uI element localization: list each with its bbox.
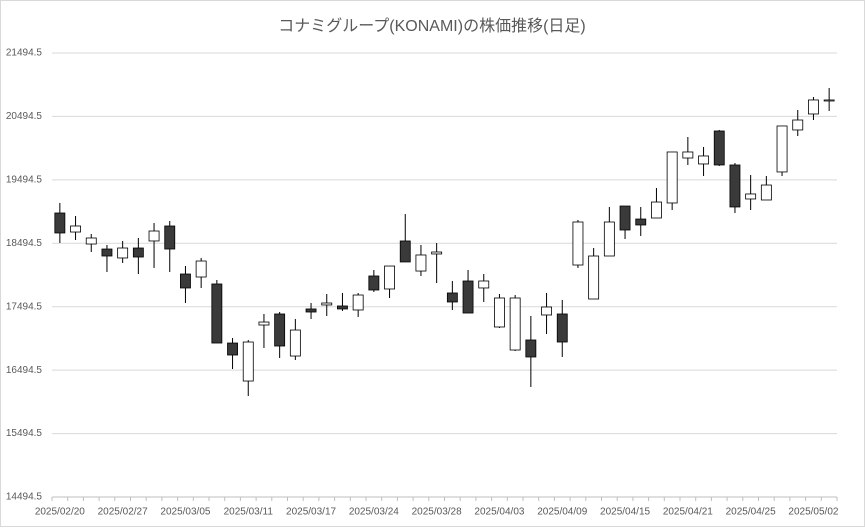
x-tick-label: 2025/04/03 xyxy=(474,507,524,518)
up-candle xyxy=(494,297,505,328)
up-candle xyxy=(509,297,521,351)
down-candle xyxy=(399,240,411,263)
y-tick-label: 15494.5 xyxy=(6,428,43,439)
up-candle xyxy=(651,201,662,219)
up-candle xyxy=(541,306,552,316)
x-tick-label: 2025/03/17 xyxy=(286,507,336,518)
down-candle xyxy=(274,313,286,347)
y-tick-label: 17494.5 xyxy=(6,301,43,312)
up-candle xyxy=(148,230,160,242)
down-candle xyxy=(525,339,537,358)
down-candle xyxy=(729,164,741,208)
up-candle xyxy=(760,184,772,201)
up-candle xyxy=(698,155,709,165)
up-candle xyxy=(352,294,364,311)
x-tick-label: 2025/04/25 xyxy=(726,507,776,518)
x-tick-label: 2025/03/05 xyxy=(160,507,210,518)
up-candle xyxy=(823,99,835,102)
x-tick-label: 2025/04/09 xyxy=(537,507,587,518)
up-candle xyxy=(808,99,819,115)
up-candle xyxy=(431,251,443,255)
x-tick-label: 2025/02/27 xyxy=(98,507,148,518)
down-candle xyxy=(164,225,176,250)
up-candle xyxy=(478,280,490,289)
down-candle xyxy=(180,273,191,289)
x-tick-label: 2025/04/21 xyxy=(663,507,713,518)
down-candle xyxy=(556,313,568,343)
up-candle xyxy=(603,221,615,257)
down-candle xyxy=(368,275,380,291)
up-candle xyxy=(70,225,81,233)
up-candle xyxy=(242,341,254,382)
up-candle xyxy=(117,247,129,259)
y-tick-label: 20494.5 xyxy=(6,111,43,122)
up-candle xyxy=(682,151,694,159)
up-candle xyxy=(195,260,207,278)
x-tick-label: 2025/03/11 xyxy=(224,507,274,518)
up-candle xyxy=(384,265,395,290)
up-candle xyxy=(745,193,757,200)
down-candle xyxy=(227,342,238,356)
chart-title: コナミグループ(KONAMI)の株価推移(日足) xyxy=(278,17,585,35)
down-candle xyxy=(101,248,113,257)
down-candle xyxy=(462,280,474,314)
up-candle xyxy=(588,255,600,300)
x-tick-label: 2025/02/20 xyxy=(35,507,85,518)
down-candle xyxy=(54,212,66,234)
x-tick-label: 2025/04/15 xyxy=(600,507,650,518)
down-candle xyxy=(211,283,223,344)
up-candle xyxy=(666,151,678,204)
down-candle xyxy=(337,305,348,310)
down-candle xyxy=(635,218,647,226)
down-candle xyxy=(713,130,725,166)
y-tick-label: 16494.5 xyxy=(6,365,43,376)
down-candle xyxy=(446,292,458,303)
x-tick-label: 2025/03/24 xyxy=(349,507,399,518)
up-candle xyxy=(776,125,788,173)
up-candle xyxy=(258,321,270,326)
up-candle xyxy=(85,237,97,245)
up-candle xyxy=(289,329,301,357)
x-tick-label: 2025/03/28 xyxy=(412,507,462,518)
y-tick-label: 19494.5 xyxy=(6,174,43,185)
down-candle xyxy=(305,308,317,313)
down-candle xyxy=(132,247,144,258)
up-candle xyxy=(792,119,804,131)
y-tick-label: 21494.5 xyxy=(6,48,43,59)
up-candle xyxy=(321,302,333,306)
up-candle xyxy=(415,254,427,272)
down-candle xyxy=(619,205,631,231)
y-tick-label: 18494.5 xyxy=(6,238,43,249)
y-tick-label: 14494.5 xyxy=(6,492,43,503)
up-candle xyxy=(572,221,584,266)
x-tick-label: 2025/05/02 xyxy=(788,507,838,518)
